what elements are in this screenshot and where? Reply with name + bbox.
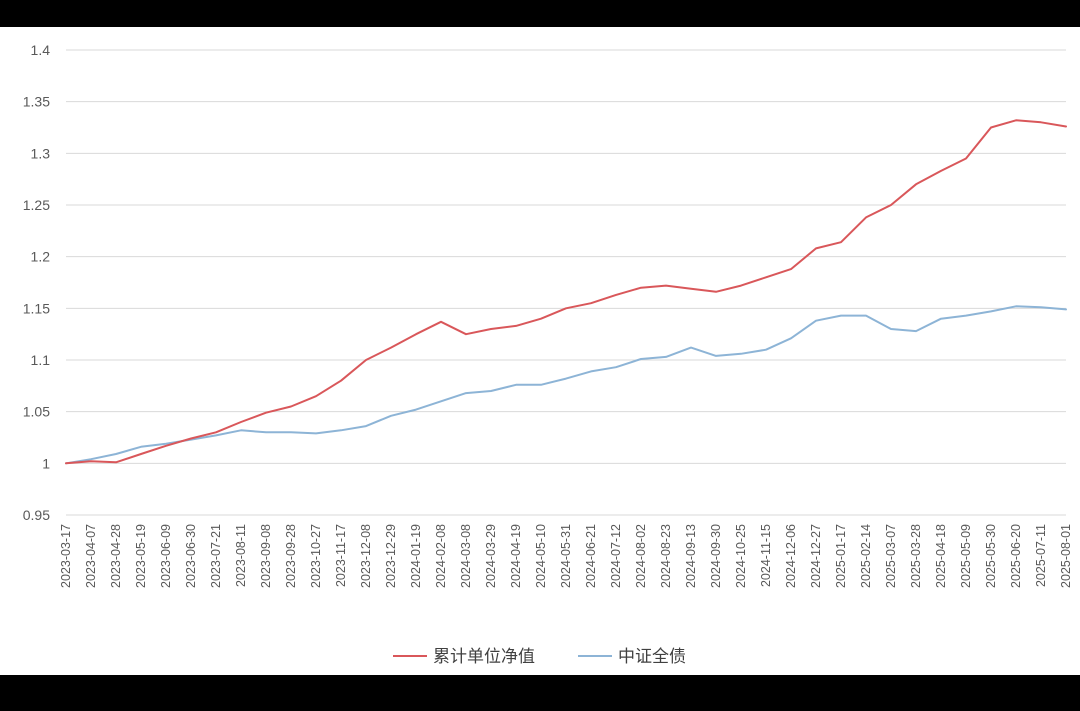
chart-frame: 0.95 1 1.05 1.1 1.15 1.2 1.25 1.3 1.35 1.4 2023-0…	[0, 27, 1080, 675]
x-tick-label: 2025-08-01	[1059, 524, 1073, 588]
x-tick-label: 2025-04-18	[934, 524, 948, 588]
y-tick-label: 1.1	[31, 352, 51, 368]
y-tick-label: 1.4	[31, 42, 51, 58]
x-tick-label: 2023-08-11	[234, 524, 248, 587]
x-tick-label: 2025-02-14	[859, 524, 873, 588]
x-tick-label: 2023-09-28	[284, 524, 298, 588]
y-tick-label: 1.3	[31, 145, 51, 161]
x-tick-label: 2024-08-23	[659, 524, 673, 588]
x-tick-label: 2023-05-19	[134, 524, 148, 588]
legend-label: 累计单位净值	[433, 647, 535, 666]
x-tick-label: 2023-04-28	[109, 524, 123, 588]
x-tick-label: 2025-06-20	[1009, 524, 1023, 588]
x-tick-label: 2024-09-13	[684, 524, 698, 588]
y-tick-label: 0.95	[23, 507, 50, 523]
y-tick-label: 1.35	[23, 94, 50, 110]
x-tick-label: 2023-11-17	[334, 524, 348, 587]
x-tick-label: 2024-11-15	[759, 524, 773, 587]
x-tick-label: 2024-01-19	[409, 524, 423, 588]
x-tick-label: 2023-12-08	[359, 524, 373, 588]
x-tick-label: 2023-07-21	[209, 524, 223, 588]
x-tick-label: 2024-04-19	[509, 524, 523, 588]
y-tick-label: 1.05	[23, 404, 50, 420]
legend-label: 中证全债	[618, 647, 686, 666]
x-tick-label: 2024-12-27	[809, 524, 823, 588]
x-tick-label: 2024-12-06	[784, 524, 798, 588]
x-tick-label: 2024-03-29	[484, 524, 498, 588]
line-chart: 0.95 1 1.05 1.1 1.15 1.2 1.25 1.3 1.35 1.4 2023-0…	[23, 42, 1073, 666]
x-axis-ticks: 2023-03-17 2023-04-07 2023-04-28 2023-05-19…	[59, 524, 1073, 588]
legend: 累计单位净值 中证全债	[393, 647, 686, 666]
gridlines	[66, 49, 1066, 516]
x-tick-label: 2024-05-10	[534, 524, 548, 588]
x-tick-label: 2023-10-27	[309, 524, 323, 588]
x-tick-label: 2024-08-02	[634, 524, 648, 588]
x-tick-label: 2023-06-09	[159, 524, 173, 588]
x-tick-label: 2023-06-30	[184, 524, 198, 588]
x-tick-label: 2023-03-17	[59, 524, 73, 588]
x-tick-label: 2025-03-28	[909, 524, 923, 588]
y-tick-label: 1.2	[31, 249, 51, 265]
x-tick-label: 2025-05-09	[959, 524, 973, 588]
x-tick-label: 2025-01-17	[834, 524, 848, 588]
series-line	[65, 305, 1067, 465]
x-tick-label: 2025-07-11	[1034, 524, 1048, 587]
x-tick-label: 2023-09-08	[259, 524, 273, 588]
x-tick-label: 2024-06-21	[584, 524, 598, 588]
x-tick-label: 2024-09-30	[709, 524, 723, 588]
x-tick-label: 2024-02-08	[434, 524, 448, 588]
series-lines	[65, 119, 1067, 465]
x-tick-label: 2024-07-12	[609, 524, 623, 588]
x-tick-label: 2024-10-25	[734, 524, 748, 588]
y-tick-label: 1.25	[23, 197, 50, 213]
x-tick-label: 2024-03-08	[459, 524, 473, 588]
x-tick-label: 2024-05-31	[559, 524, 573, 588]
x-tick-label: 2023-12-29	[384, 524, 398, 588]
x-tick-label: 2025-03-07	[884, 524, 898, 588]
y-tick-label: 1.15	[23, 300, 50, 316]
y-axis-ticks: 0.95 1 1.05 1.1 1.15 1.2 1.25 1.3 1.35 1.4	[23, 42, 50, 523]
x-tick-label: 2025-05-30	[984, 524, 998, 588]
y-tick-label: 1	[42, 455, 50, 471]
x-tick-label: 2023-04-07	[84, 524, 98, 588]
series-line	[65, 119, 1067, 465]
